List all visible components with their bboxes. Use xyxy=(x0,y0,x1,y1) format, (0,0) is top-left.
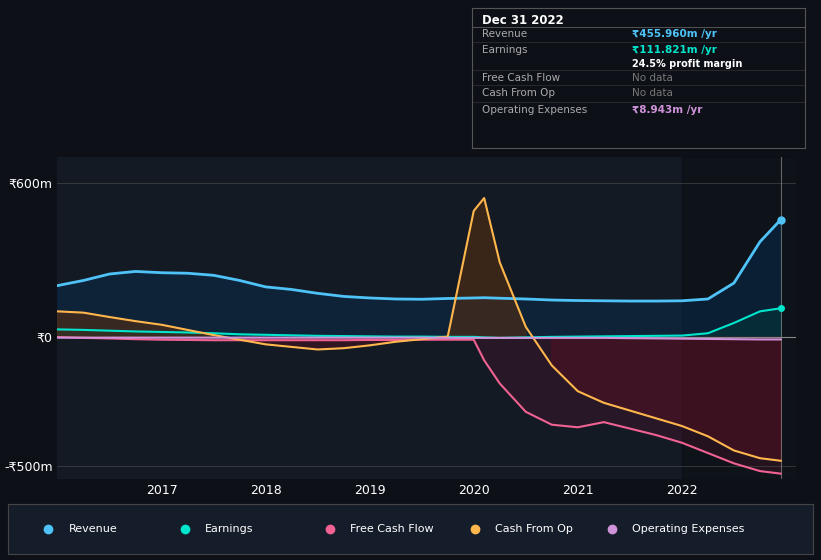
Text: Operating Expenses: Operating Expenses xyxy=(482,105,587,115)
Text: No data: No data xyxy=(631,73,672,83)
Text: Free Cash Flow: Free Cash Flow xyxy=(482,73,560,83)
Bar xyxy=(682,157,796,479)
Text: Earnings: Earnings xyxy=(205,524,254,534)
Text: ₹111.821m /yr: ₹111.821m /yr xyxy=(631,45,717,55)
Text: Revenue: Revenue xyxy=(69,524,117,534)
Text: Free Cash Flow: Free Cash Flow xyxy=(351,524,433,534)
Text: Revenue: Revenue xyxy=(482,29,527,39)
Text: No data: No data xyxy=(631,88,672,98)
Text: Cash From Op: Cash From Op xyxy=(495,524,573,534)
Text: ₹455.960m /yr: ₹455.960m /yr xyxy=(631,29,717,39)
Text: Dec 31 2022: Dec 31 2022 xyxy=(482,14,564,27)
Text: Operating Expenses: Operating Expenses xyxy=(632,524,744,534)
Text: Cash From Op: Cash From Op xyxy=(482,88,555,98)
Text: 24.5% profit margin: 24.5% profit margin xyxy=(631,59,742,69)
Text: ₹8.943m /yr: ₹8.943m /yr xyxy=(631,105,702,115)
Text: Earnings: Earnings xyxy=(482,45,528,55)
